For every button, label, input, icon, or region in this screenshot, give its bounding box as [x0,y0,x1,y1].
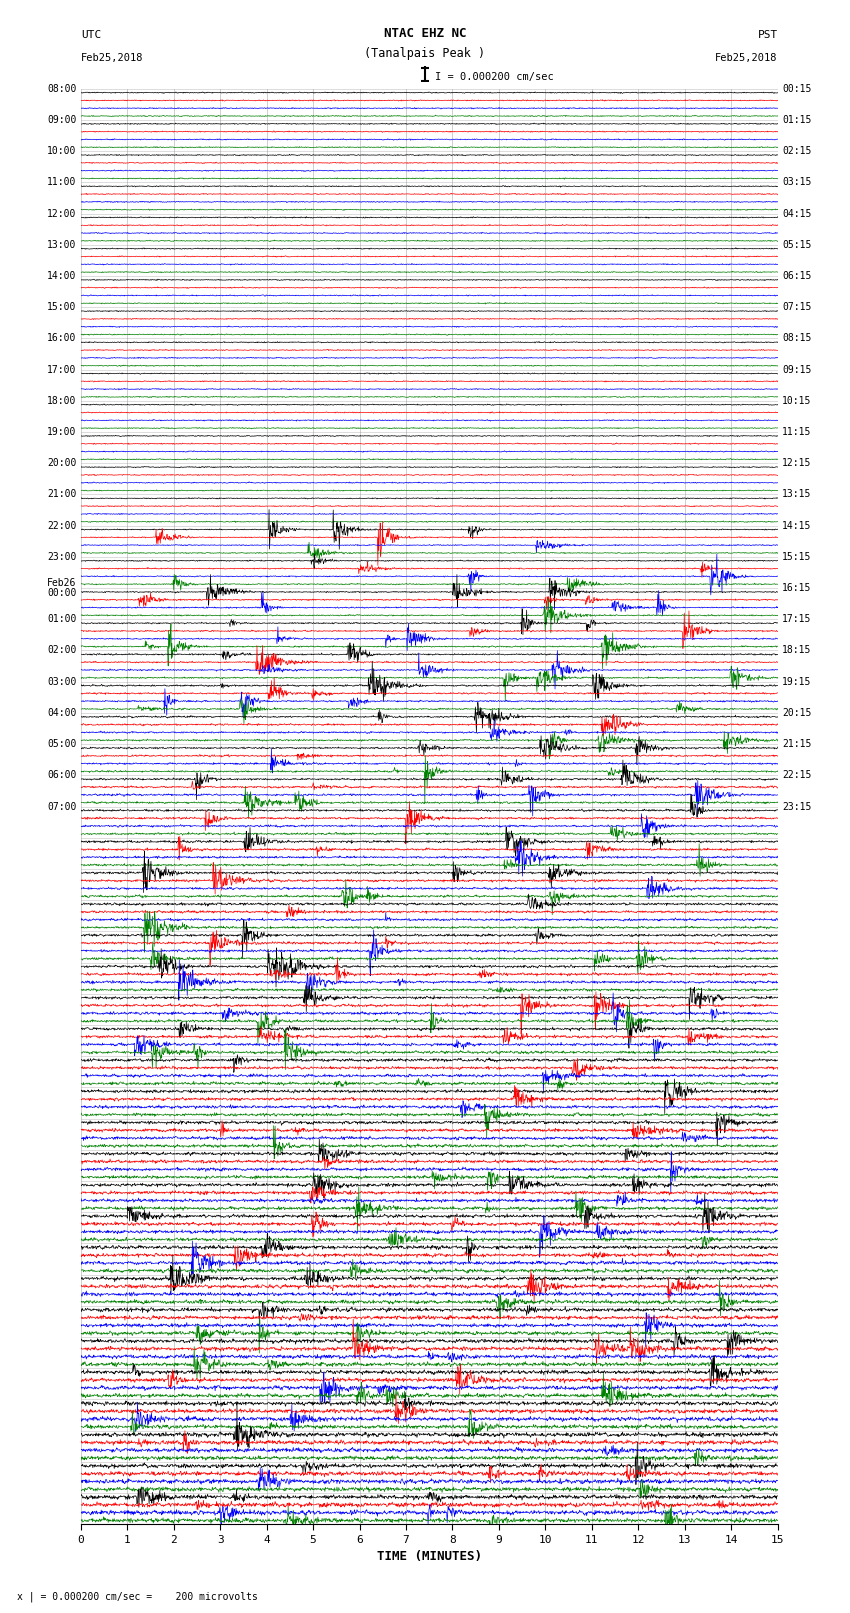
Text: PST: PST [757,31,778,40]
Text: 00:15: 00:15 [782,84,812,94]
Text: 13:15: 13:15 [782,489,812,500]
Text: 19:15: 19:15 [782,677,812,687]
Text: UTC: UTC [81,31,101,40]
Text: 09:00: 09:00 [47,115,76,124]
Text: Feb25,2018: Feb25,2018 [715,53,778,63]
Text: 03:15: 03:15 [782,177,812,187]
Text: I = 0.000200 cm/sec: I = 0.000200 cm/sec [435,73,554,82]
Text: 14:00: 14:00 [47,271,76,281]
Text: 07:00: 07:00 [47,802,76,811]
Text: 06:00: 06:00 [47,771,76,781]
Text: 14:15: 14:15 [782,521,812,531]
Text: 05:00: 05:00 [47,739,76,748]
Text: 01:00: 01:00 [47,615,76,624]
Text: x | = 0.000200 cm/sec =    200 microvolts: x | = 0.000200 cm/sec = 200 microvolts [17,1592,258,1602]
Text: (Tanalpais Peak ): (Tanalpais Peak ) [365,47,485,60]
Text: 22:15: 22:15 [782,771,812,781]
Text: 07:15: 07:15 [782,302,812,313]
Text: 10:15: 10:15 [782,395,812,406]
Text: 18:00: 18:00 [47,395,76,406]
Text: 16:15: 16:15 [782,582,812,594]
Text: 09:15: 09:15 [782,365,812,374]
Text: 08:15: 08:15 [782,334,812,344]
Text: 23:00: 23:00 [47,552,76,561]
Text: 13:00: 13:00 [47,240,76,250]
Text: Feb25,2018: Feb25,2018 [81,53,144,63]
Text: 05:15: 05:15 [782,240,812,250]
Text: 12:00: 12:00 [47,208,76,218]
Text: NTAC EHZ NC: NTAC EHZ NC [383,27,467,40]
Text: 04:15: 04:15 [782,208,812,218]
Text: 17:00: 17:00 [47,365,76,374]
Text: 10:00: 10:00 [47,147,76,156]
X-axis label: TIME (MINUTES): TIME (MINUTES) [377,1550,482,1563]
Text: 11:15: 11:15 [782,427,812,437]
Text: 23:15: 23:15 [782,802,812,811]
Text: 20:15: 20:15 [782,708,812,718]
Text: 21:15: 21:15 [782,739,812,748]
Text: 20:00: 20:00 [47,458,76,468]
Text: 08:00: 08:00 [47,84,76,94]
Text: 04:00: 04:00 [47,708,76,718]
Text: 17:15: 17:15 [782,615,812,624]
Text: 15:00: 15:00 [47,302,76,313]
Text: 12:15: 12:15 [782,458,812,468]
Text: 15:15: 15:15 [782,552,812,561]
Text: Feb26
00:00: Feb26 00:00 [47,579,76,598]
Text: 16:00: 16:00 [47,334,76,344]
Text: 01:15: 01:15 [782,115,812,124]
Text: 21:00: 21:00 [47,489,76,500]
Text: 19:00: 19:00 [47,427,76,437]
Text: 18:15: 18:15 [782,645,812,655]
Text: 22:00: 22:00 [47,521,76,531]
Text: 03:00: 03:00 [47,677,76,687]
Text: 02:15: 02:15 [782,147,812,156]
Text: 02:00: 02:00 [47,645,76,655]
Text: 11:00: 11:00 [47,177,76,187]
Text: 06:15: 06:15 [782,271,812,281]
